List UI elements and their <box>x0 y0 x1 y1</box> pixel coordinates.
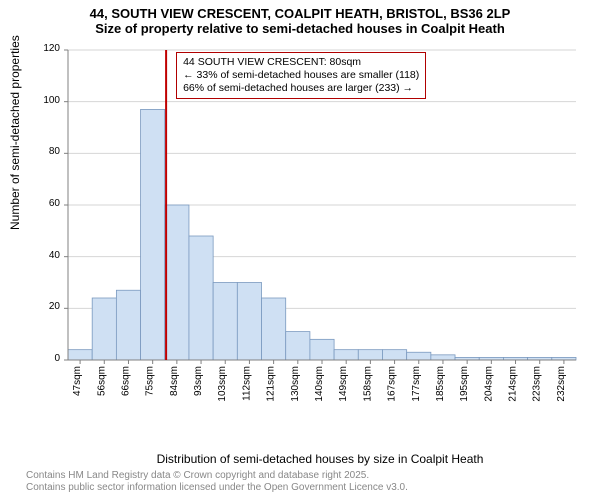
bar <box>262 298 286 360</box>
info-box: 44 SOUTH VIEW CRESCENT: 80sqm← 33% of se… <box>176 52 426 99</box>
info-box-line: 44 SOUTH VIEW CRESCENT: 80sqm <box>183 56 419 69</box>
bar <box>358 350 382 360</box>
footer-line-2: Contains public sector information licen… <box>26 482 408 494</box>
x-tick-label: 103sqm <box>217 366 228 402</box>
x-tick-label: 84sqm <box>169 366 180 396</box>
x-tick-label: 75sqm <box>145 366 156 396</box>
x-tick-label: 214sqm <box>508 366 519 402</box>
bar <box>407 352 431 360</box>
histogram-plot: 47sqm 56sqm 66sqm 75sqm 84sqm 93sqm 103sqm 112s… <box>60 46 580 416</box>
x-tick-label: 93sqm <box>193 366 204 396</box>
y-tick-label: 40 <box>30 250 60 261</box>
y-tick-label: 0 <box>30 353 60 364</box>
bar <box>213 283 237 361</box>
x-tick-label: 158sqm <box>362 366 373 402</box>
y-axis-label: Number of semi-detached properties <box>8 35 22 230</box>
x-tick-label: 56sqm <box>96 366 107 396</box>
y-tick-label: 60 <box>30 198 60 209</box>
x-tick-label: 185sqm <box>435 366 446 402</box>
x-tick-label: 167sqm <box>387 366 398 402</box>
bar <box>92 298 116 360</box>
bar <box>334 350 358 360</box>
bar <box>382 350 406 360</box>
bar <box>310 339 334 360</box>
info-box-line: ← 33% of semi-detached houses are smalle… <box>183 69 419 82</box>
title-sub: Size of property relative to semi-detach… <box>0 21 600 36</box>
y-tick-label: 100 <box>30 95 60 106</box>
x-tick-label: 112sqm <box>241 366 252 401</box>
x-tick-label: 121sqm <box>266 366 277 402</box>
x-tick-label: 66sqm <box>120 366 131 396</box>
bar <box>189 236 213 360</box>
bar <box>431 355 455 360</box>
bar <box>141 109 165 360</box>
x-tick-label: 177sqm <box>411 366 422 402</box>
x-tick-label: 223sqm <box>532 366 543 402</box>
chart-area: 47sqm 56sqm 66sqm 75sqm 84sqm 93sqm 103sqm 112s… <box>60 46 580 416</box>
x-tick-label: 204sqm <box>483 366 494 402</box>
x-tick-label: 140sqm <box>314 366 325 402</box>
y-tick-label: 80 <box>30 146 60 157</box>
bar <box>116 290 140 360</box>
x-tick-label: 47sqm <box>72 366 83 396</box>
y-tick-label: 120 <box>30 43 60 54</box>
x-tick-label: 130sqm <box>290 366 301 402</box>
bar <box>286 332 310 360</box>
bar <box>237 283 261 361</box>
chart-titles: 44, SOUTH VIEW CRESCENT, COALPIT HEATH, … <box>0 0 600 36</box>
y-tick-label: 20 <box>30 301 60 312</box>
title-main: 44, SOUTH VIEW CRESCENT, COALPIT HEATH, … <box>0 6 600 21</box>
x-axis-label: Distribution of semi-detached houses by … <box>60 452 580 466</box>
info-box-line: 66% of semi-detached houses are larger (… <box>183 82 419 95</box>
bar <box>165 205 189 360</box>
x-tick-label: 149sqm <box>338 366 349 402</box>
bar <box>68 350 92 360</box>
attribution-footer: Contains HM Land Registry data © Crown c… <box>26 470 408 494</box>
x-tick-label: 232sqm <box>556 366 567 402</box>
x-tick-label: 195sqm <box>459 366 470 402</box>
footer-line-1: Contains HM Land Registry data © Crown c… <box>26 470 408 482</box>
